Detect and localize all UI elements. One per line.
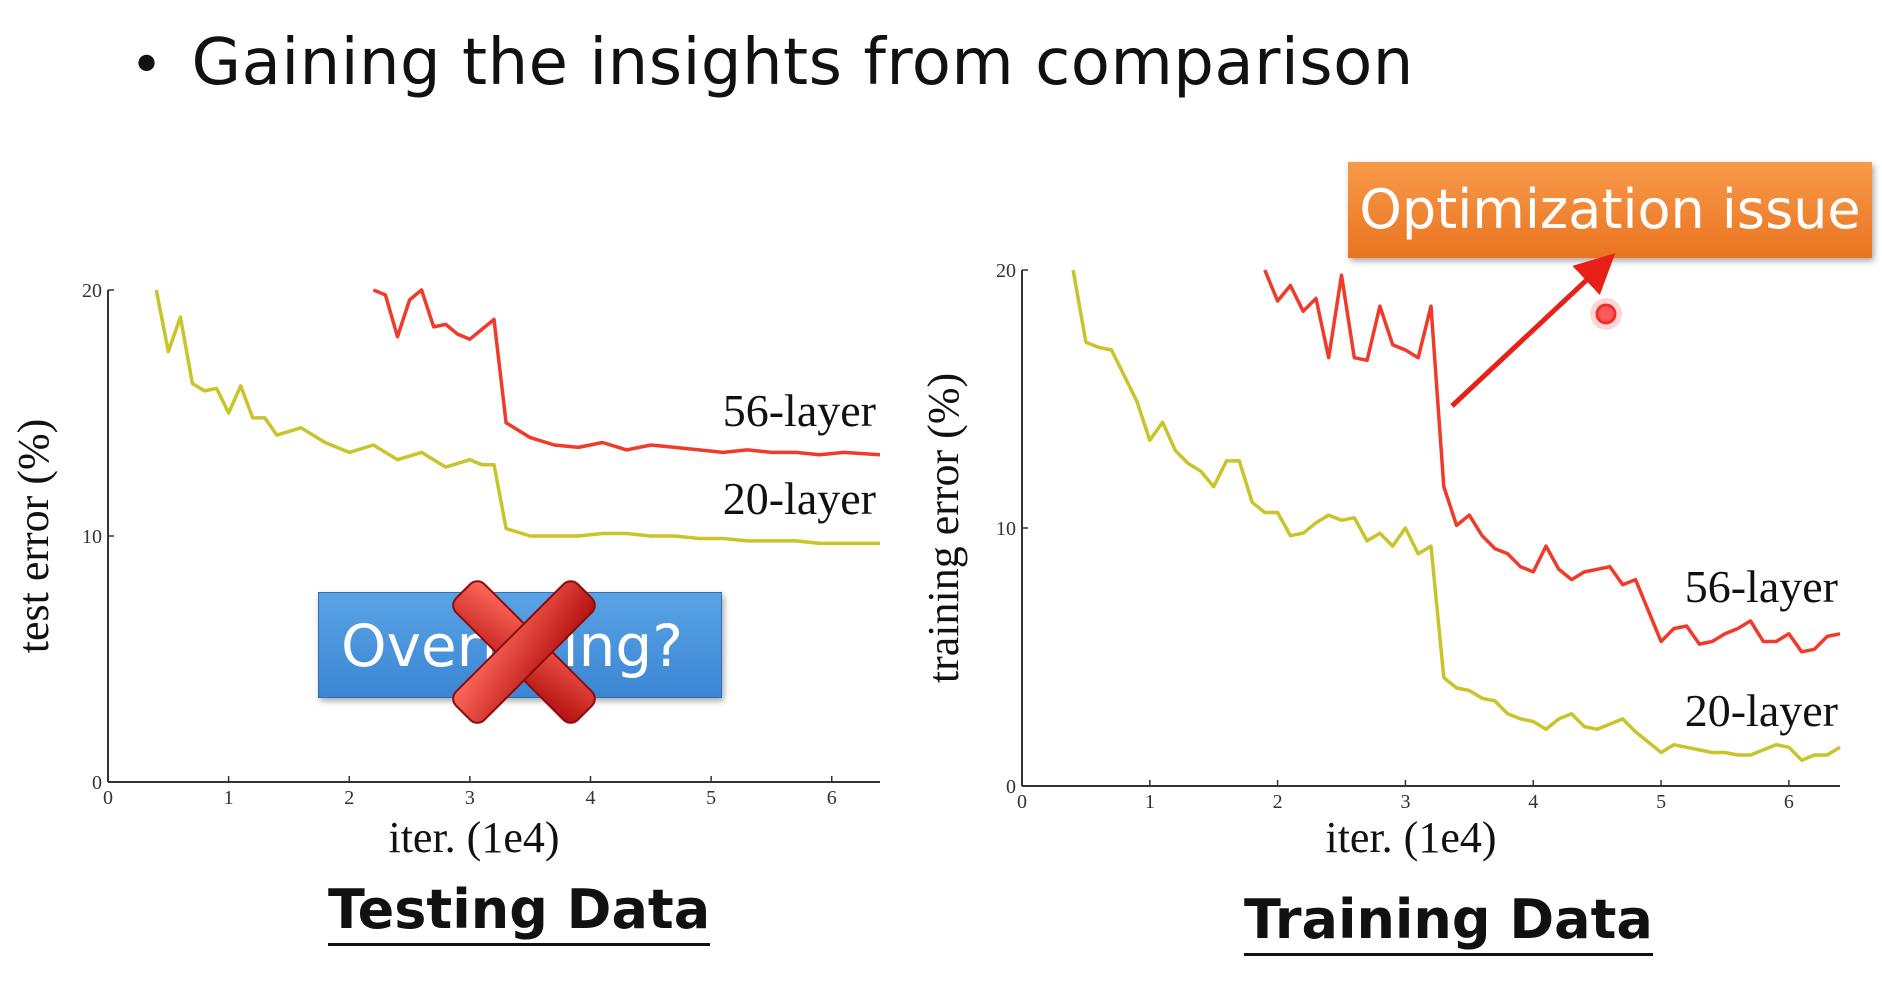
series-line-20-layer bbox=[154, 289, 880, 546]
y-tick-label: 10 bbox=[82, 526, 102, 548]
y-axis-label: training error (%) bbox=[919, 373, 968, 683]
series-line-56-layer bbox=[372, 288, 881, 457]
x-tick-label: 2 bbox=[344, 787, 354, 809]
x-tick-label: 6 bbox=[1784, 791, 1794, 813]
y-tick-label: 20 bbox=[82, 280, 102, 302]
slide-title-text: Gaining the insights from comparison bbox=[191, 26, 1414, 100]
x-axis-label: iter. (1e4) bbox=[388, 813, 559, 862]
training-data-caption: Training Data bbox=[1244, 888, 1653, 956]
x-tick-label: 3 bbox=[1400, 791, 1410, 813]
training-error-chart: 0 1 2 3 4 5 6 0 10 20 iter. (1e4) training error (%… bbox=[919, 260, 1841, 862]
x-tick-label: 0 bbox=[1017, 791, 1027, 813]
y-tick-label: 0 bbox=[1006, 776, 1016, 798]
series-label-20-layer: 20-layer bbox=[723, 473, 876, 524]
slide-title: • Gaining the insights from comparison bbox=[130, 26, 1414, 100]
x-axis-label: iter. (1e4) bbox=[1325, 813, 1496, 862]
x-tick-label: 3 bbox=[465, 787, 475, 809]
x-tick-label: 1 bbox=[224, 787, 234, 809]
series-label-20-layer: 20-layer bbox=[1685, 685, 1838, 736]
x-tick-label: 4 bbox=[1528, 791, 1538, 813]
x-tick-label: 5 bbox=[1656, 791, 1666, 813]
x-tick-label: 2 bbox=[1273, 791, 1283, 813]
testing-data-caption: Testing Data bbox=[328, 878, 711, 946]
y-tick-label: 0 bbox=[92, 772, 102, 794]
y-tick-label: 10 bbox=[996, 518, 1016, 540]
x-tick-label: 4 bbox=[586, 787, 596, 809]
series-line-20-layer bbox=[1071, 269, 1841, 762]
series-label-56-layer: 56-layer bbox=[723, 385, 876, 436]
x-tick-label: 1 bbox=[1145, 791, 1155, 813]
x-tick-label: 6 bbox=[827, 787, 837, 809]
test-error-chart: 0 1 2 3 4 5 6 0 10 20 iter. (1e4) test error (%) 56-… bbox=[9, 280, 881, 862]
series-label-56-layer: 56-layer bbox=[1685, 561, 1838, 612]
cross-icon bbox=[452, 580, 596, 724]
x-tick-label: 0 bbox=[103, 787, 113, 809]
x-tick-label: 5 bbox=[706, 787, 716, 809]
y-axis-label: test error (%) bbox=[9, 419, 58, 654]
bullet-icon: • bbox=[130, 33, 164, 98]
series-line-56-layer bbox=[1263, 269, 1841, 654]
optimization-issue-callout: Optimization issue bbox=[1348, 162, 1872, 258]
y-tick-label: 20 bbox=[996, 260, 1016, 282]
